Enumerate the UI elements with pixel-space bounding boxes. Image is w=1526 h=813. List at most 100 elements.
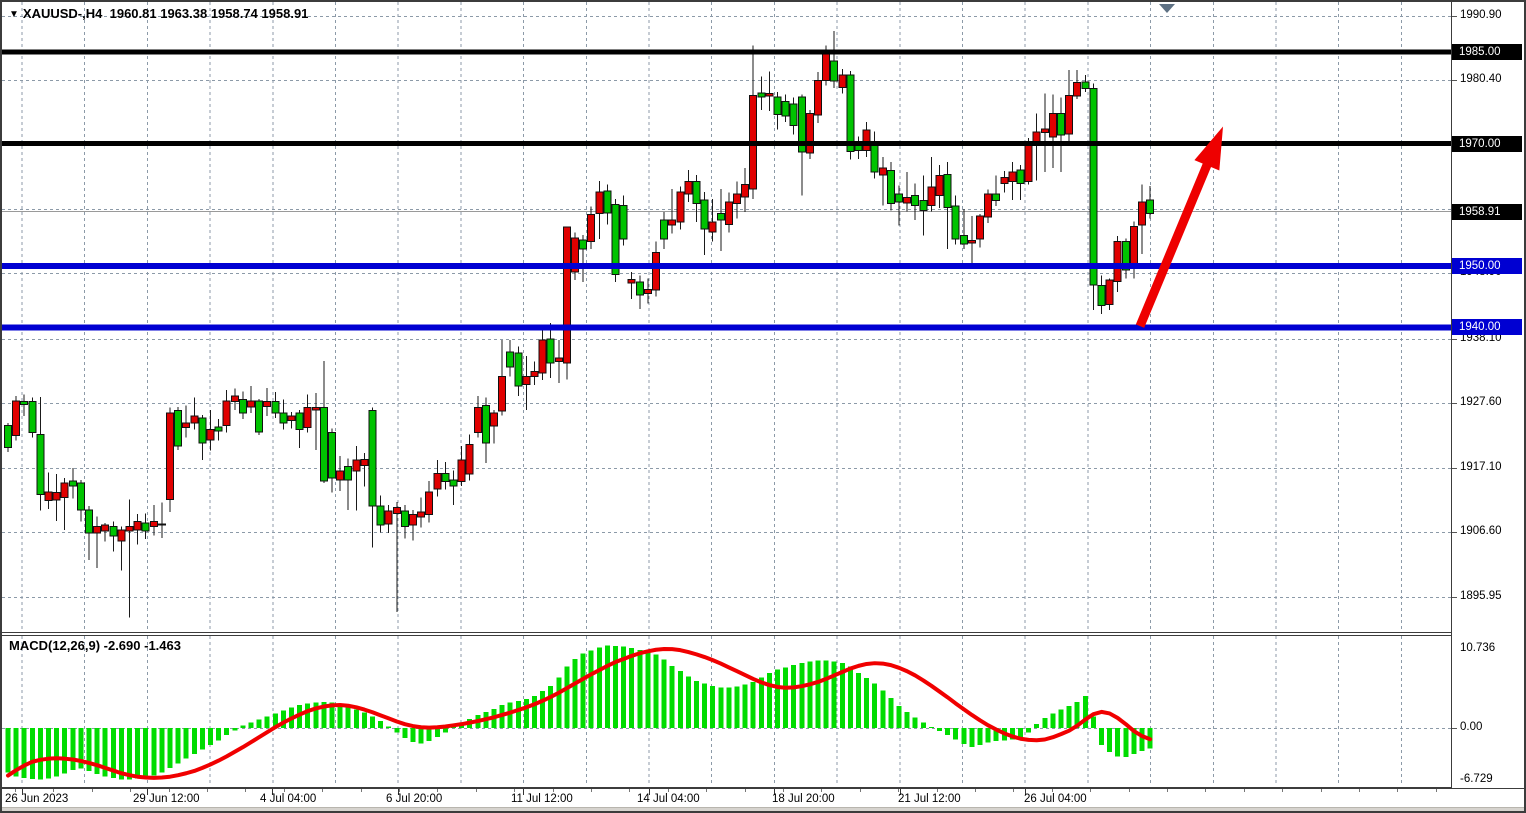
time-major-tick: [272, 789, 273, 795]
time-minor-tick: [53, 789, 55, 792]
price-axis-label: 1980.40: [1460, 72, 1502, 85]
scroll-marker-icon[interactable]: [1159, 4, 1175, 13]
time-major-tick: [523, 789, 524, 795]
time-minor-tick: [936, 789, 938, 792]
price-badge-1950.00: 1950.00: [1452, 258, 1522, 275]
price-axis-label: 1895.95: [1460, 589, 1502, 602]
grid-lines: [2, 2, 1451, 786]
time-major-tick: [774, 789, 775, 795]
time-minor-tick: [360, 789, 362, 792]
macd-signal-line: [6, 646, 1153, 780]
ohlc-values-label: 1960.81 1963.38 1958.74 1958.91: [109, 6, 309, 21]
time-minor-tick: [552, 789, 554, 792]
time-minor-tick: [821, 789, 823, 792]
time-axis-label: 6 Jul 20:00: [386, 793, 443, 805]
price-axis-label: 1906.60: [1460, 524, 1502, 537]
time-minor-tick: [1243, 789, 1245, 792]
time-minor-tick: [859, 789, 861, 792]
time-minor-tick: [706, 789, 708, 792]
time-minor-tick: [1397, 789, 1399, 792]
price-chart-canvas[interactable]: [2, 2, 1451, 788]
time-axis-label: 21 Jul 12:00: [898, 793, 961, 805]
time-minor-tick: [1205, 789, 1207, 792]
time-minor-tick: [475, 789, 477, 792]
time-minor-tick: [207, 789, 208, 792]
chart-title: ▼ XAUUSD-,H4 1960.81 1963.38 1958.74 1958…: [9, 6, 308, 21]
price-tick: [1452, 532, 1457, 533]
price-tick: [1452, 80, 1457, 81]
price-tick: [1452, 339, 1457, 340]
time-major-tick: [22, 789, 23, 795]
macd-axis-label: -6.729: [1460, 772, 1493, 785]
time-minor-tick: [1167, 789, 1168, 792]
time-minor-tick: [399, 789, 400, 792]
trend-arrow[interactable]: [1135, 126, 1223, 328]
time-major-tick: [900, 789, 901, 795]
time-axis-label: 11 Jul 12:00: [511, 793, 573, 805]
symbol-timeframe-label: XAUUSD-,H4: [22, 6, 103, 21]
sr-level-1940[interactable]: [2, 324, 1451, 331]
time-minor-tick: [322, 789, 324, 792]
time-minor-tick: [245, 789, 247, 792]
sr-level-lines[interactable]: [2, 49, 1451, 331]
time-minor-tick: [1090, 789, 1092, 792]
sr-level-1970[interactable]: [2, 141, 1451, 147]
time-axis-label: 26 Jul 04:00: [1024, 793, 1087, 805]
price-tick: [1452, 597, 1457, 598]
time-minor-tick: [975, 789, 976, 792]
time-major-tick: [147, 789, 148, 795]
time-minor-tick: [667, 789, 669, 792]
time-axis[interactable]: 26 Jun 2023 29 Jun 12:00 4 Jul 04:00 6 Jul …: [2, 788, 1524, 811]
time-minor-tick: [1282, 789, 1284, 792]
price-axis-label: 1917.10: [1460, 460, 1502, 473]
time-minor-tick: [168, 789, 170, 792]
price-axis-label: 1927.60: [1460, 396, 1502, 409]
time-minor-tick: [130, 789, 132, 792]
time-minor-tick: [783, 789, 784, 792]
time-major-tick: [1025, 789, 1026, 795]
price-badge-1970.00: 1970.00: [1452, 135, 1522, 152]
time-minor-tick: [629, 789, 631, 792]
macd-zero-tick: [1452, 728, 1457, 729]
time-minor-tick: [1128, 789, 1130, 792]
bottom-strip: [2, 807, 1524, 811]
sr-level-1985[interactable]: [2, 49, 1451, 55]
macd-axis-label: 10.736: [1460, 642, 1496, 654]
price-axis-label: 1990.90: [1460, 8, 1502, 21]
time-minor-tick: [283, 789, 285, 792]
time-minor-tick: [1435, 789, 1437, 792]
symbol-dropdown-icon[interactable]: ▼: [9, 9, 19, 20]
panel-borders: [2, 632, 1451, 788]
time-minor-tick: [898, 789, 900, 792]
time-major-tick: [649, 789, 650, 795]
time-axis-label: 26 Jun 2023: [5, 793, 69, 805]
price-tick: [1452, 403, 1457, 404]
time-axis-label: 18 Jul 20:00: [772, 793, 835, 805]
time-minor-tick: [591, 789, 592, 792]
price-tick: [1452, 468, 1457, 469]
time-minor-tick: [91, 789, 93, 792]
price-badge-1940.00: 1940.00: [1452, 319, 1522, 336]
sr-level-1950[interactable]: [2, 263, 1451, 270]
time-minor-tick: [1359, 789, 1360, 792]
price-axis[interactable]: 1990.901980.401948.901938.101927.601917.…: [1451, 2, 1524, 788]
time-minor-tick: [744, 789, 746, 792]
candles: [4, 31, 1155, 618]
time-minor-tick: [1013, 789, 1015, 792]
time-axis-label: 14 Jul 04:00: [637, 793, 700, 805]
macd-axis-label: 0.00: [1460, 721, 1483, 733]
price-tick: [1452, 16, 1457, 17]
time-minor-tick: [514, 789, 516, 792]
time-minor-tick: [1320, 789, 1322, 792]
time-minor-tick: [1051, 789, 1053, 792]
time-axis-label: 4 Jul 04:00: [260, 793, 317, 805]
price-badge-1958.91: 1958.91: [1452, 203, 1522, 220]
time-minor-tick: [15, 789, 16, 792]
macd-histogram: [5, 645, 1153, 780]
time-minor-tick: [437, 789, 439, 792]
time-axis-label: 29 Jun 12:00: [133, 793, 200, 805]
macd-indicator-label: MACD(12,26,9) -2.690 -1.463: [9, 638, 181, 653]
price-badge-1985.00: 1985.00: [1452, 43, 1522, 60]
time-major-tick: [398, 789, 399, 795]
